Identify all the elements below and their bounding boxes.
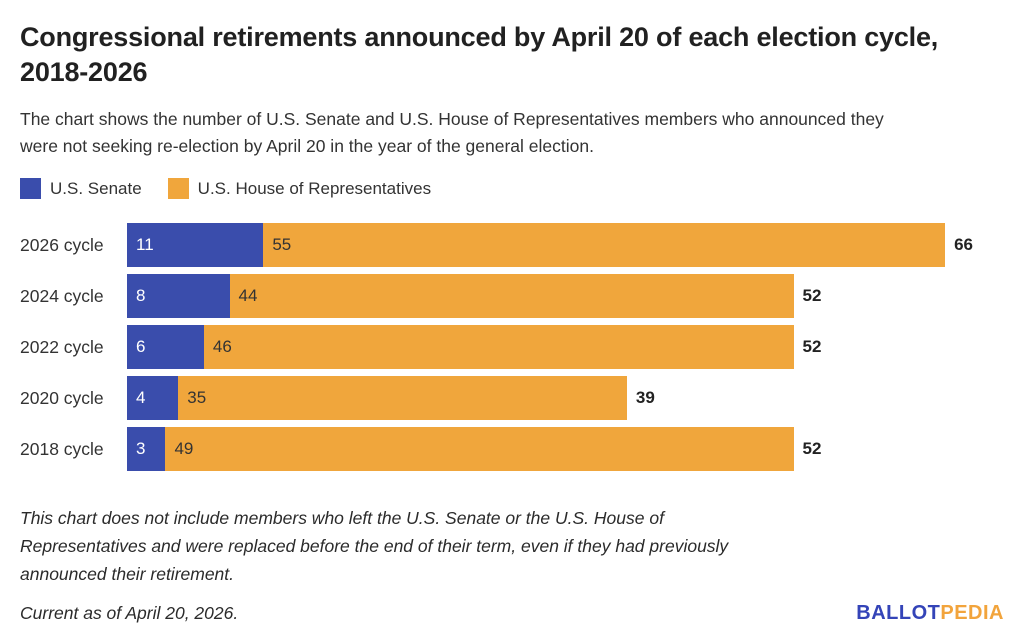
legend-label-house: U.S. House of Representatives (197, 178, 432, 198)
house-bar-segment: 44 (229, 274, 794, 318)
senate-color-swatch (20, 178, 41, 199)
category-label: 2020 cycle (20, 387, 104, 408)
category-label: 2022 cycle (20, 336, 104, 357)
senate-bar-segment: 6 (127, 325, 204, 369)
chart-row: 2022 cycle 6 46 52 (20, 325, 1004, 369)
house-value-label: 35 (187, 388, 207, 407)
chart-row: 2018 cycle 3 49 52 (20, 427, 1004, 471)
bar-track: 3 49 52 (127, 427, 973, 471)
ballotpedia-logo: BALLOTPEDIA (856, 602, 1004, 625)
senate-value-label: 3 (136, 439, 146, 458)
chart-row: 2020 cycle 4 35 39 (20, 376, 1004, 420)
legend: U.S. Senate U.S. House of Representative… (20, 178, 1004, 199)
category-label: 2024 cycle (20, 285, 104, 306)
senate-bar-segment: 11 (127, 223, 264, 267)
house-value-label: 49 (174, 439, 194, 458)
legend-label-senate: U.S. Senate (50, 178, 142, 198)
chart-row: 2024 cycle 8 44 52 (20, 274, 1004, 318)
chart-footnote: This chart does not include members who … (20, 508, 729, 584)
total-value-label: 52 (802, 286, 822, 305)
house-value-label: 44 (238, 286, 258, 305)
house-bar-segment: 46 (203, 325, 794, 369)
legend-item-house: U.S. House of Representatives (167, 178, 432, 199)
senate-value-label: 8 (136, 286, 146, 305)
house-value-label: 55 (272, 235, 292, 254)
house-bar-segment: 55 (263, 223, 946, 267)
category-label: 2018 cycle (20, 438, 104, 459)
house-color-swatch (167, 178, 189, 199)
senate-value-label: 6 (136, 337, 146, 356)
bar-track: 6 46 52 (127, 325, 973, 369)
total-value-label: 52 (802, 337, 822, 356)
senate-bar-segment: 8 (127, 274, 230, 318)
bar-track: 11 55 66 (127, 223, 973, 267)
legend-item-senate: U.S. Senate (20, 178, 142, 199)
total-value-label: 39 (635, 388, 655, 407)
logo-ballot-text: BALLOT (856, 602, 941, 624)
total-value-label: 66 (954, 235, 973, 254)
house-bar-segment: 49 (165, 427, 794, 471)
bar-track: 8 44 52 (127, 274, 973, 318)
house-value-label: 46 (212, 337, 232, 356)
house-bar-segment: 35 (178, 376, 627, 420)
chart-rows: 2026 cycle 11 55 66 2024 cycle 8 44 52 2022 cycl… (20, 223, 1004, 471)
bar-track: 4 35 39 (127, 376, 973, 420)
logo-pedia-text: PEDIA (940, 602, 1004, 624)
category-label: 2026 cycle (20, 234, 104, 255)
senate-value-label: 11 (136, 235, 154, 254)
senate-bar-segment: 3 (127, 427, 166, 471)
chart-row: 2026 cycle 11 55 66 (20, 223, 1004, 267)
senate-value-label: 4 (136, 388, 146, 407)
chart-footer: Current as of April 20, 2026. BALLOTPEDI… (20, 602, 1004, 625)
page-title: Congressional retirements announced by A… (20, 22, 939, 87)
chart-subtitle: The chart shows the number of U.S. Senat… (20, 109, 884, 156)
senate-bar-segment: 4 (127, 376, 179, 420)
total-value-label: 52 (802, 439, 822, 458)
current-as-of-label: Current as of April 20, 2026. (20, 603, 239, 623)
